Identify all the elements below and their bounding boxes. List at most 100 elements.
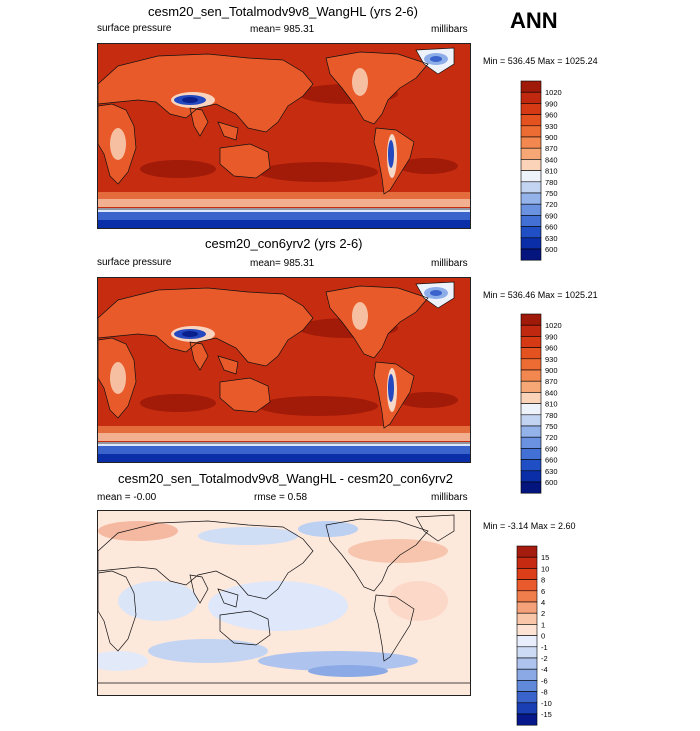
panel-3-mean-label: mean = -0.00 [97,492,157,503]
colorbar-box [520,181,542,194]
colorbar-box [520,403,542,416]
colorbar-svg: 1020 990 960 930 900 870 840 810 780 750 720 690 660… [520,313,562,494]
colorbar-box [520,192,542,205]
panel-3-colorbar: 15 10 8 6 4 2 1 0 -1 -2 -4 -6 -8 -10 -15 [516,545,576,731]
land-namerica [326,52,428,124]
colorbar-tick-label: 660 [545,223,558,232]
coastline-asia [98,520,314,600]
coastline-asia [98,53,314,133]
land-australia [220,378,270,412]
colorbar-box [520,347,542,360]
colorbar-box [520,425,542,438]
colorbar-box [520,448,542,460]
colorbar-box [520,470,542,483]
colorbar-box [520,215,542,227]
panel-3-map [97,510,471,696]
coastline-seAsia [217,121,239,141]
panel-3-map-svg [98,511,470,695]
coastline-samerica [373,127,415,195]
colorbar-tick-label: 930 [545,122,558,131]
colorbar-tick-label: 870 [545,144,558,153]
coastline-seAsia [217,355,239,375]
coastline-europeAfrica [98,337,137,419]
colorbar-tick-label: 780 [545,178,558,187]
diff-anomaly [148,639,268,663]
colorbar-box [516,668,538,681]
colorbar-box [520,392,542,404]
colorbar-tick-label: 630 [545,234,558,243]
panel-1-mean-label: mean= 985.31 [250,24,315,35]
diff-anomaly [98,651,148,671]
colorbar-tick-label: 1020 [545,88,562,97]
colorbar-tick-label: 810 [545,167,558,176]
andes [388,140,394,168]
colorbar-box [516,601,538,614]
colorbar-box [516,713,538,726]
panel-3-units-label: millibars [431,492,468,503]
colorbar-box [520,248,542,261]
panel-2-map-svg [98,278,470,462]
colorbar-tick-label: -4 [541,665,548,674]
panel-1-title: cesm20_sen_Totalmodv9v8_WangHL (yrs 2-6) [148,4,418,19]
colorbar-box [516,646,538,659]
colorbar-tick-label: -1 [541,643,548,652]
colorbar-tick-label: 600 [545,245,558,254]
antarctica-coast [98,442,470,446]
diff-anomaly [198,527,298,545]
greenland-ice-core [430,290,442,296]
high-pressure-cell [398,392,458,408]
panel-1-map-svg [98,44,470,228]
high-pressure-cell [258,396,378,416]
colorbar-box [520,103,542,115]
colorbar-box [520,91,542,104]
antarctica-coast [98,208,470,212]
panel-2-colorbar: 1020 990 960 930 900 870 840 810 780 750 720 690 660… [520,313,580,499]
coastline-namerica [325,518,429,592]
colorbar-tick-label: 4 [541,598,545,607]
rockies [352,302,368,330]
panel-3-rmse-label: rmse = 0.58 [254,492,308,503]
colorbar-tick-label: 990 [545,332,558,341]
colorbar-svg: 1020 990 960 930 900 870 840 810 780 750 720 690 660… [520,80,562,261]
colorbar-tick-label: 840 [545,155,558,164]
colorbar-box [516,691,538,704]
colorbar-tick-label: 960 [545,111,558,120]
colorbar-tick-label: -10 [541,699,552,708]
coastline-australia [219,377,271,413]
colorbar-tick-label: 15 [541,553,549,562]
coastline-samerica [373,361,415,429]
coastline-samerica [373,594,415,662]
coastline-india [189,107,209,137]
tibet-plateau-core [182,331,198,337]
colorbar-box [520,459,542,472]
high-pressure-cell [258,162,378,182]
colorbar-tick-label: 990 [545,99,558,108]
diff-anomaly [118,581,198,621]
coastline-asia [98,287,314,367]
coastline-india [189,574,209,604]
southern-ocean-band [98,192,470,200]
land-asia [98,288,313,366]
panel-1-map [97,43,471,229]
colorbar-box [520,170,542,183]
colorbar-box [520,380,542,393]
coastline-greenland [415,514,455,542]
colorbar-tick-label: 720 [545,433,558,442]
colorbar-tick-label: 720 [545,200,558,209]
colorbar-tick-label: 900 [545,133,558,142]
coastline-australia [219,143,271,179]
colorbar-tick-label: 0 [541,632,545,641]
diff-anomaly [348,539,448,563]
panel-2-units-label: millibars [431,258,468,269]
coastline-europeAfrica [98,103,137,185]
colorbar-tick-label: -6 [541,676,548,685]
colorbar-tick-label: -2 [541,654,548,663]
colorbar-box [520,136,542,149]
colorbar-box [516,556,538,569]
panel-2-mean-label: mean= 985.31 [250,258,315,269]
colorbar-tick-label: 690 [545,444,558,453]
coastline-europeAfrica [98,570,137,652]
antarctica-interior [98,220,470,228]
high-pressure-cell [140,160,216,178]
